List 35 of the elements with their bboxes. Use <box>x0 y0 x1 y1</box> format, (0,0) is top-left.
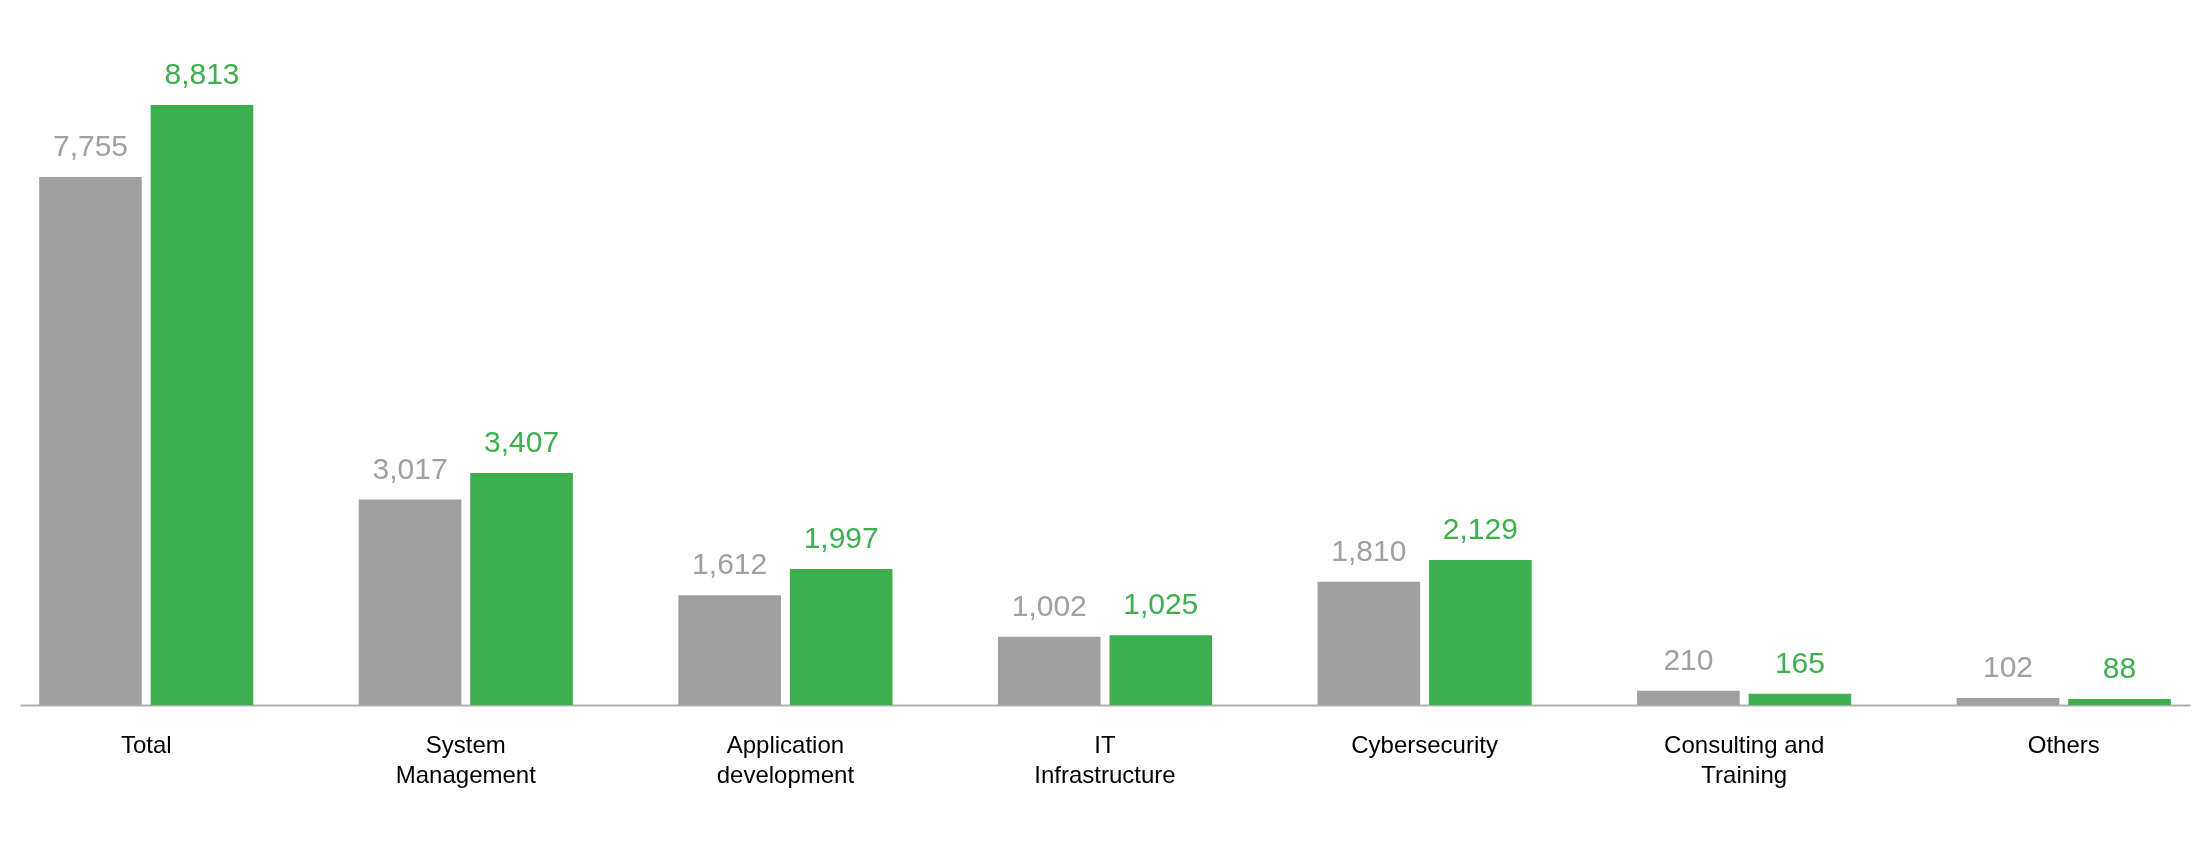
bar <box>997 636 1101 705</box>
bar <box>150 105 254 705</box>
bar <box>1109 635 1213 705</box>
data-label: 1,612 <box>692 547 768 581</box>
bar <box>1637 690 1740 705</box>
data-label: 102 <box>1982 650 2034 684</box>
data-label: 3,017 <box>372 451 448 485</box>
bar <box>470 473 573 705</box>
bar <box>2068 699 2171 705</box>
data-label: 7,755 <box>52 129 129 163</box>
data-label: 88 <box>2102 651 2137 685</box>
data-label: 1,997 <box>803 521 879 555</box>
x-tick-label: Total <box>120 730 172 758</box>
bar <box>678 595 781 705</box>
data-label: 1,002 <box>1011 588 1087 622</box>
data-label: 165 <box>1774 645 1825 679</box>
bar <box>1429 560 1532 705</box>
data-label: 3,407 <box>484 425 560 459</box>
x-tick-label: Others <box>2027 730 2100 758</box>
data-label: 8,813 <box>164 57 240 90</box>
bar <box>1317 581 1421 705</box>
bar <box>789 569 893 705</box>
x-tick-label: System Management <box>395 730 537 788</box>
x-tick-label: Cybersecurity <box>1351 730 1498 758</box>
data-label: 1,025 <box>1123 587 1199 621</box>
data-label: 1,810 <box>1331 533 1407 567</box>
x-tick-label: IT Infrastructure <box>1034 730 1176 788</box>
bar <box>358 499 462 705</box>
bar <box>1748 693 1852 705</box>
bar <box>39 177 142 705</box>
data-label: 210 <box>1663 642 1714 676</box>
bar <box>1956 698 2060 705</box>
x-tick-label: Application development <box>716 730 855 788</box>
x-tick-label: Consulting and Training <box>1664 730 1825 788</box>
data-label: 2,129 <box>1442 512 1518 546</box>
